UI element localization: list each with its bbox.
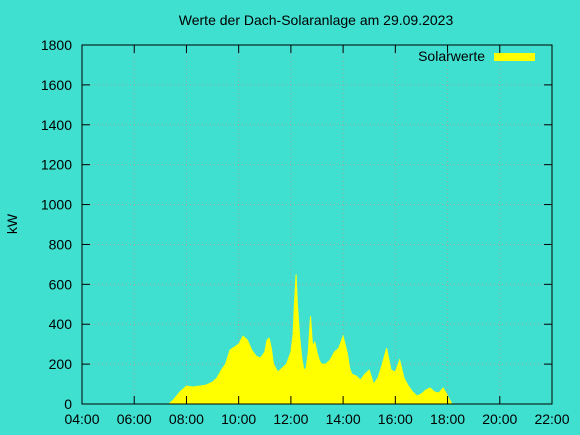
y-tick-label: 200 <box>49 356 73 372</box>
y-tick-label: 800 <box>49 236 73 252</box>
y-tick-label: 1200 <box>41 157 72 173</box>
plot-area <box>167 274 453 405</box>
plot-frame <box>81 44 553 405</box>
y-tick-label: 600 <box>49 276 73 292</box>
y-tick-labels: 0 200 400 600 800 1000 1200 1400 1600 1800 <box>41 37 72 412</box>
y-tick-label: 0 <box>64 396 72 412</box>
legend-label: Solarwerte <box>418 48 485 64</box>
x-tick-label: 10:00 <box>221 411 256 427</box>
legend: Solarwerte <box>418 48 535 64</box>
x-tick-label: 06:00 <box>117 411 152 427</box>
x-tick-label: 04:00 <box>64 411 99 427</box>
y-tick-label: 1000 <box>41 197 72 213</box>
x-tick-labels: 04:00 06:00 08:00 10:00 12:00 14:00 16:00 18:00… <box>64 411 569 427</box>
series-area-solarwerte <box>167 274 453 405</box>
x-tick-label: 20:00 <box>482 411 517 427</box>
x-tick-label: 08:00 <box>169 411 204 427</box>
y-tick-label: 1800 <box>41 37 72 53</box>
x-tick-label: 12:00 <box>273 411 308 427</box>
y-tick-label: 1600 <box>41 77 72 93</box>
y-tick-label: 400 <box>49 316 73 332</box>
x-tick-label: 14:00 <box>326 411 361 427</box>
legend-swatch <box>494 53 535 61</box>
y-tick-label: 1400 <box>41 117 72 133</box>
x-tick-label: 16:00 <box>378 411 413 427</box>
y-axis-label: kW <box>4 213 20 234</box>
x-tick-label: 22:00 <box>534 411 569 427</box>
chart-title: Werte der Dach-Solaranlage am 29.09.2023 <box>179 12 454 28</box>
x-tick-label: 18:00 <box>430 411 465 427</box>
